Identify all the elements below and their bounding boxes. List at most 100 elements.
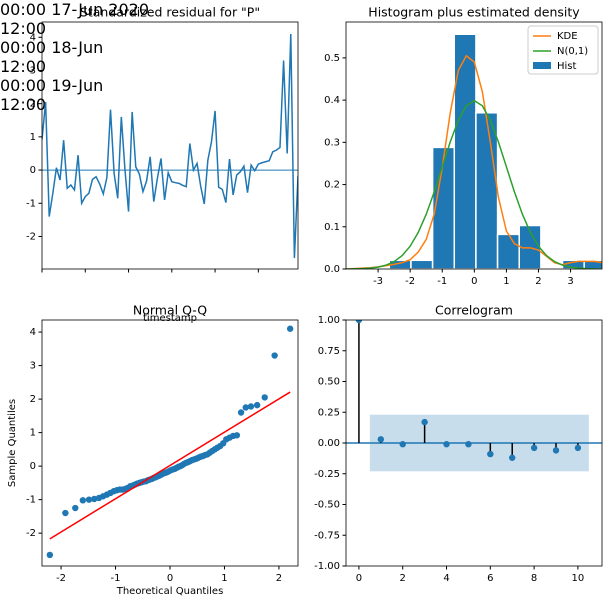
x-tick-label: 00:00 18-Jun — [0, 38, 104, 57]
y-tick-label: 1.00 — [318, 315, 340, 326]
y-tick-label: 0.25 — [318, 407, 340, 418]
chart-title: Normal Q-Q — [133, 303, 207, 318]
residual-line — [42, 33, 298, 259]
x-tick-label: -1 — [111, 573, 121, 584]
y-tick-label: 0 — [30, 461, 36, 472]
x-tick-label: -1 — [437, 276, 447, 287]
qq-point — [237, 409, 245, 416]
y-tick-label: 4 — [30, 327, 36, 338]
stem-marker — [377, 436, 385, 443]
legend-swatch — [533, 62, 551, 69]
qq-point — [261, 394, 268, 401]
x-tick-label: 3 — [567, 276, 573, 287]
stem-marker — [421, 418, 428, 426]
x-tick-label: 0 — [167, 573, 173, 584]
x-tick-label: 12:00 — [0, 95, 47, 114]
qq-point — [233, 432, 241, 439]
axes-frame — [41, 21, 299, 270]
x-tick-label: 10 — [572, 573, 585, 584]
qq-point — [242, 404, 249, 411]
y-tick-label: 3 — [30, 65, 36, 76]
legend-label: KDE — [557, 31, 578, 42]
axes-frame — [345, 21, 603, 270]
axes-frame — [345, 319, 603, 567]
y-tick-label: -2 — [26, 231, 36, 242]
x-tick-label: 2 — [535, 276, 541, 287]
qq-point — [72, 504, 79, 512]
chart-title: Correlogram — [435, 303, 513, 318]
x-tick-label: 8 — [531, 573, 537, 584]
qq-point — [85, 496, 93, 503]
x-tick-label: 4 — [443, 573, 449, 584]
x-tick-label: 2 — [400, 573, 406, 584]
y-tick-label: 0 — [30, 165, 36, 176]
qq-point — [271, 352, 278, 359]
reference-line — [49, 391, 291, 540]
x-tick-label: -3 — [373, 276, 383, 287]
x-tick-label: 1 — [221, 573, 227, 584]
x-tick-label: 1 — [503, 276, 509, 287]
qq-point — [253, 401, 261, 409]
x-tick-label: 0 — [356, 573, 362, 584]
y-tick-label: 1 — [30, 428, 36, 439]
stem-marker — [552, 447, 560, 454]
qq-point — [79, 497, 87, 504]
stem-marker — [487, 450, 494, 458]
x-tick-label: 00:00 17-Jun 2020 — [0, 0, 150, 19]
y-tick-label: 0.1 — [324, 222, 340, 233]
legend-label: Hist — [557, 61, 577, 72]
plot-area — [46, 325, 294, 559]
stem-marker — [530, 444, 538, 452]
hist-bar — [453, 33, 477, 269]
y-tick-label: 0.2 — [324, 180, 340, 191]
y-tick-label: 0.50 — [318, 377, 340, 388]
plot-area — [346, 320, 602, 472]
x-tick-label: 00:00 19-Jun — [0, 76, 104, 95]
legend-label: N(0,1) — [557, 46, 588, 57]
stem-marker — [443, 441, 450, 448]
y-tick-label: 4 — [30, 32, 36, 43]
x-tick-label: -2 — [405, 276, 415, 287]
y-tick-label: -2 — [26, 528, 36, 539]
y-tick-label: -1 — [26, 495, 36, 506]
y-tick-label: 1 — [30, 132, 36, 143]
hist-bar — [410, 259, 434, 269]
hist-bar — [496, 233, 520, 269]
stem-marker — [509, 454, 516, 461]
density-line — [346, 99, 602, 269]
qq-point — [286, 325, 294, 332]
y-tick-label: -1 — [26, 198, 36, 209]
y-tick-label: 0.3 — [324, 137, 340, 148]
y-tick-label: 2 — [30, 99, 36, 110]
y-tick-label: -1.00 — [314, 561, 340, 572]
qq-point — [247, 403, 255, 410]
plot-area — [42, 33, 298, 259]
axes-frame — [41, 319, 299, 567]
stem-marker — [574, 444, 582, 452]
x-tick-label: 2 — [276, 573, 282, 584]
y-tick-label: 0.4 — [324, 95, 340, 106]
y-axis-label: Sample Quantiles — [7, 399, 18, 487]
x-tick-label: 0 — [471, 276, 477, 287]
stem-marker — [355, 320, 363, 324]
x-tick-label: 6 — [487, 573, 493, 584]
y-tick-label: 2 — [30, 394, 36, 405]
x-axis-label: timestamp — [143, 313, 197, 324]
stem-marker — [465, 441, 472, 448]
y-tick-label: 3 — [30, 361, 36, 372]
chart-title: Standardized residual for "P" — [80, 5, 260, 20]
y-tick-label: -0.75 — [314, 530, 340, 541]
plot-area — [346, 33, 602, 269]
x-axis-label: Theoretical Quantiles — [116, 586, 224, 597]
qq-point — [46, 551, 54, 559]
y-tick-label: 0.00 — [318, 438, 340, 449]
hist-bar — [475, 112, 499, 269]
qq-point — [62, 509, 69, 517]
stem-marker — [399, 441, 406, 448]
y-tick-label: -0.25 — [314, 469, 340, 480]
x-tick-label: 12:00 — [0, 19, 47, 38]
y-tick-label: -0.50 — [314, 500, 340, 511]
x-tick-label: 12:00 — [0, 57, 47, 76]
